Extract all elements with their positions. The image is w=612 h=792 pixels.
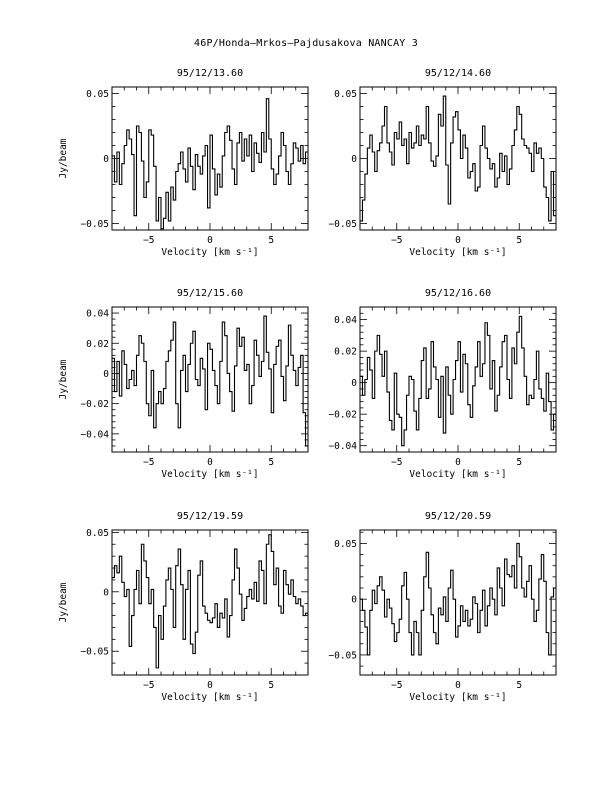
chart-title: 95/12/15.60 xyxy=(177,288,243,299)
y-tick-label: −0.04 xyxy=(328,441,357,452)
y-tick-label: 0.05 xyxy=(334,539,357,550)
spectrum-panel-1: −5 0 5 −0.05 0 0.05 95/12/13.60 Velocity [km s⁻… xyxy=(58,68,309,258)
y-tick-label: −0.02 xyxy=(328,410,357,421)
x-axis-label: Velocity [km s⁻¹] xyxy=(409,469,506,480)
x-tick-label: 5 xyxy=(516,235,522,246)
spectrum-line xyxy=(112,98,308,230)
x-axis-label: Velocity [km s⁻¹] xyxy=(409,247,506,258)
x-tick-label: 5 xyxy=(268,457,274,468)
x-tick-label: −5 xyxy=(391,680,402,691)
spectrum-panel-6: −5 0 5 −0.05 0 0.05 95/12/20.59 Velocity [km s⁻… xyxy=(328,511,557,703)
y-tick-label: 0.05 xyxy=(334,89,357,100)
chart-title: 95/12/19.59 xyxy=(177,511,243,522)
spectrum-line xyxy=(360,315,556,447)
x-tick-label: −5 xyxy=(391,457,402,468)
y-tick-label: −0.05 xyxy=(80,647,109,658)
chart-title: 95/12/13.60 xyxy=(177,68,243,79)
x-tick-label: −5 xyxy=(391,235,402,246)
spectrum-line xyxy=(360,542,556,656)
y-tick-label: 0 xyxy=(103,369,109,380)
chart-title: 95/12/16.60 xyxy=(425,288,491,299)
y-tick-label: 0 xyxy=(351,595,357,606)
x-tick-label: 0 xyxy=(455,235,461,246)
y-tick-label: 0 xyxy=(351,378,357,389)
x-axis-label: Velocity [km s⁻¹] xyxy=(161,247,258,258)
y-tick-label: −0.02 xyxy=(80,399,109,410)
y-tick-label: 0.05 xyxy=(86,528,109,539)
y-axis-label: Jy/beam xyxy=(58,138,69,178)
x-tick-label: 5 xyxy=(516,457,522,468)
y-tick-label: 0 xyxy=(103,154,109,165)
x-tick-label: 0 xyxy=(455,457,461,468)
y-tick-label: 0.04 xyxy=(334,315,357,326)
x-tick-label: −5 xyxy=(143,457,154,468)
x-tick-label: 0 xyxy=(207,457,213,468)
spectrum-line xyxy=(360,95,556,222)
x-tick-label: 5 xyxy=(268,680,274,691)
spectrum-panel-2: −5 0 5 −0.05 0 0.05 95/12/14.60 Velocity [km s⁻… xyxy=(328,68,557,258)
y-tick-label: 0.04 xyxy=(86,309,109,320)
chart-title: 95/12/14.60 xyxy=(425,68,491,79)
x-tick-label: 5 xyxy=(268,235,274,246)
y-axis-label: Jy/beam xyxy=(58,582,69,622)
y-tick-label: −0.05 xyxy=(328,650,357,661)
x-axis-label: Velocity [km s⁻¹] xyxy=(161,692,258,703)
page-title: 46P/Honda–Mrkos–Pajdusakova NANCAY 3 xyxy=(194,38,418,49)
y-tick-label: 0.02 xyxy=(334,347,357,358)
y-tick-label: −0.05 xyxy=(80,219,109,230)
plot-frame xyxy=(111,306,309,453)
x-tick-label: 0 xyxy=(207,680,213,691)
y-tick-label: 0.05 xyxy=(86,89,109,100)
y-axis-label: Jy/beam xyxy=(58,359,69,399)
y-tick-label: −0.05 xyxy=(328,219,357,230)
x-tick-label: −5 xyxy=(143,235,154,246)
y-tick-label: 0 xyxy=(351,154,357,165)
x-tick-label: −5 xyxy=(143,680,154,691)
spectrum-panel-4: −5 0 5 −0.04 −0.02 0 0.02 0.04 95/12/16.60 Veloci… xyxy=(328,288,557,480)
x-tick-label: 0 xyxy=(207,235,213,246)
chart-title: 95/12/20.59 xyxy=(425,511,491,522)
spectrum-panel-3: −5 0 5 −0.04 −0.02 0 0.02 0.04 95/12/15.60 Veloci… xyxy=(58,288,309,480)
spectrum-panel-5: −5 0 5 −0.05 0 0.05 95/12/19.59 Velocity [km s⁻… xyxy=(58,511,309,703)
x-axis-label: Velocity [km s⁻¹] xyxy=(161,469,258,480)
spectrum-line xyxy=(112,534,308,669)
plot-frame xyxy=(359,86,557,231)
y-tick-label: −0.04 xyxy=(80,429,109,440)
y-tick-label: 0.02 xyxy=(86,339,109,350)
x-tick-label: 5 xyxy=(516,680,522,691)
x-axis-label: Velocity [km s⁻¹] xyxy=(409,692,506,703)
x-tick-label: 0 xyxy=(455,680,461,691)
y-tick-label: 0 xyxy=(103,587,109,598)
spectrum-line xyxy=(112,315,308,447)
